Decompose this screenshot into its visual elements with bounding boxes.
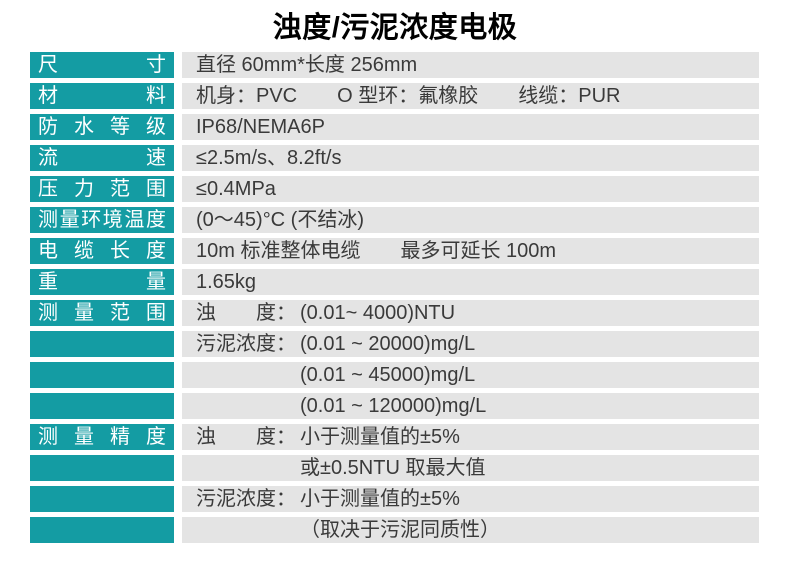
table-row: 测量精度 浊 度： 小于测量值的±5% bbox=[30, 424, 759, 450]
table-row: 或±0.5NTU 取最大值 bbox=[30, 455, 759, 481]
table-row: 测量环境温度 (0～45)°C (不结冰) bbox=[30, 207, 759, 233]
table-row: 电缆长度 10m 标准整体电缆 最多可延长 100m bbox=[30, 238, 759, 264]
value-text: (0.01 ~ 20000)mg/L bbox=[300, 333, 476, 355]
row-label-cell: 测量范围 bbox=[30, 300, 174, 326]
row-label-cell: 流速 bbox=[30, 145, 174, 171]
value-text: 小于测量值的±5% bbox=[300, 488, 460, 510]
row-value-cell: 污泥浓度： (0.01 ~ 20000)mg/L bbox=[182, 331, 759, 357]
page-title: 浊度/污泥浓度电极 bbox=[272, 12, 518, 44]
row-label-cell: 压力范围 bbox=[30, 176, 174, 202]
value-text: 10m 标准整体电缆 最多可延长 100m bbox=[196, 240, 557, 262]
value-text: 1.65kg bbox=[196, 271, 257, 293]
row-value-cell: （取决于污泥同质性） bbox=[182, 517, 759, 543]
row-label-cell bbox=[30, 486, 174, 512]
row-label-cell bbox=[30, 517, 174, 543]
row-value-cell: ≤2.5m/s、8.2ft/s bbox=[182, 145, 759, 171]
row-value-cell: 1.65kg bbox=[182, 269, 759, 295]
value-text: （取决于污泥同质性） bbox=[300, 519, 500, 541]
row-value-cell: (0.01 ~ 45000)mg/L bbox=[182, 362, 759, 388]
row-label-cell bbox=[30, 331, 174, 357]
table-row: 防水等级 IP68/NEMA6P bbox=[30, 114, 759, 140]
row-value-cell: 机身：PVC O 型环：氟橡胶 线缆：PUR bbox=[182, 83, 759, 109]
row-label-cell: 测量环境温度 bbox=[30, 207, 174, 233]
row-label-cell bbox=[30, 362, 174, 388]
row-value-cell: 浊 度： (0.01~ 4000)NTU bbox=[182, 300, 759, 326]
value-text: 机身：PVC O 型环：氟橡胶 线缆：PUR bbox=[196, 85, 621, 107]
row-label-cell bbox=[30, 455, 174, 481]
table-row: 材料 机身：PVC O 型环：氟橡胶 线缆：PUR bbox=[30, 83, 759, 109]
row-value-cell: 直径 60mm*长度 256mm bbox=[182, 52, 759, 78]
table-row: 流速 ≤2.5m/s、8.2ft/s bbox=[30, 145, 759, 171]
value-text: (0.01~ 4000)NTU bbox=[300, 302, 456, 324]
table-row: (0.01 ~ 45000)mg/L bbox=[30, 362, 759, 388]
row-value-cell: 浊 度： 小于测量值的±5% bbox=[182, 424, 759, 450]
table-row: (0.01 ~ 120000)mg/L bbox=[30, 393, 759, 419]
row-value-cell: (0～45)°C (不结冰) bbox=[182, 207, 759, 233]
value-text: 或±0.5NTU 取最大值 bbox=[300, 457, 486, 479]
value-text: ≤0.4MPa bbox=[196, 178, 276, 200]
value-text: 直径 60mm*长度 256mm bbox=[196, 54, 418, 76]
table-row: 重量 1.65kg bbox=[30, 269, 759, 295]
row-value-cell: 或±0.5NTU 取最大值 bbox=[182, 455, 759, 481]
row-value-cell: ≤0.4MPa bbox=[182, 176, 759, 202]
row-label-cell bbox=[30, 393, 174, 419]
table-row: 压力范围 ≤0.4MPa bbox=[30, 176, 759, 202]
row-value-cell: 污泥浓度： 小于测量值的±5% bbox=[182, 486, 759, 512]
table-row: 尺寸 直径 60mm*长度 256mm bbox=[30, 52, 759, 78]
value-text: IP68/NEMA6P bbox=[196, 116, 325, 138]
value-text: 小于测量值的±5% bbox=[300, 426, 460, 448]
value-text: (0.01 ~ 45000)mg/L bbox=[300, 364, 476, 386]
value-prefix: 污泥浓度： bbox=[196, 333, 296, 355]
value-prefix: 浊 度： bbox=[196, 302, 296, 324]
row-label-cell: 防水等级 bbox=[30, 114, 174, 140]
row-label-cell: 尺寸 bbox=[30, 52, 174, 78]
value-text: (0.01 ~ 120000)mg/L bbox=[300, 395, 487, 417]
value-prefix: 浊 度： bbox=[196, 426, 296, 448]
row-value-cell: (0.01 ~ 120000)mg/L bbox=[182, 393, 759, 419]
value-text: (0～45)°C (不结冰) bbox=[196, 209, 365, 231]
value-prefix: 污泥浓度： bbox=[196, 488, 296, 510]
row-label-cell: 重量 bbox=[30, 269, 174, 295]
row-label-cell: 测量精度 bbox=[30, 424, 174, 450]
row-label-cell: 材料 bbox=[30, 83, 174, 109]
table-row: 污泥浓度： (0.01 ~ 20000)mg/L bbox=[30, 331, 759, 357]
row-value-cell: 10m 标准整体电缆 最多可延长 100m bbox=[182, 238, 759, 264]
row-label-cell: 电缆长度 bbox=[30, 238, 174, 264]
table-row: 污泥浓度： 小于测量值的±5% bbox=[30, 486, 759, 512]
value-text: ≤2.5m/s、8.2ft/s bbox=[196, 147, 342, 169]
table-row: 测量范围 浊 度： (0.01~ 4000)NTU bbox=[30, 300, 759, 326]
spec-table: 尺寸 直径 60mm*长度 256mm 材料 机身：PVC O 型环：氟橡胶 线… bbox=[30, 52, 759, 548]
row-value-cell: IP68/NEMA6P bbox=[182, 114, 759, 140]
table-row: （取决于污泥同质性） bbox=[30, 517, 759, 543]
